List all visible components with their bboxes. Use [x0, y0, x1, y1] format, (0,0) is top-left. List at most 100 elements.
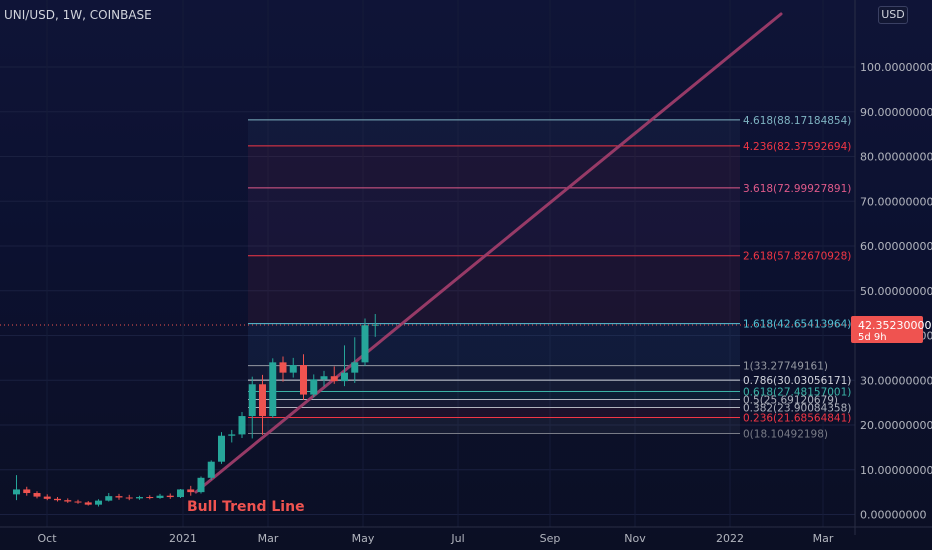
fib-level-label: 1(33.27749161) — [743, 361, 828, 373]
fib-zone — [248, 255, 740, 324]
candle[interactable] — [218, 432, 225, 464]
candle[interactable] — [238, 412, 246, 438]
candle-body — [310, 379, 318, 395]
fib-level-label: 4.618(88.17184854) — [743, 115, 851, 127]
candle-body — [320, 376, 328, 380]
fib-zone — [248, 380, 740, 392]
candle[interactable] — [23, 486, 31, 496]
candle[interactable] — [187, 485, 195, 496]
candle[interactable] — [136, 495, 143, 500]
bull-trend-line[interactable] — [194, 12, 783, 494]
fib-level-label: 0.382(23.90084358) — [743, 403, 851, 415]
candle-body — [248, 384, 256, 417]
candles — [13, 314, 379, 507]
time-tick-label: May — [352, 532, 375, 545]
grid — [0, 0, 855, 527]
time-tick-label: Nov — [624, 532, 646, 545]
candle-body — [23, 489, 31, 494]
candle[interactable] — [95, 499, 102, 507]
fib-level-label: 1.618(42.65413964) — [743, 319, 851, 331]
candle[interactable] — [125, 494, 133, 501]
candle-body — [371, 324, 379, 326]
candle-body — [361, 325, 369, 363]
candle-body — [136, 497, 143, 499]
candle[interactable] — [54, 497, 61, 502]
candle-body — [74, 501, 82, 503]
candle[interactable] — [320, 370, 328, 387]
candle[interactable] — [166, 493, 174, 499]
price-tick-label: 0.00000000 — [860, 509, 926, 522]
candle-body — [54, 498, 61, 501]
fib-zone — [248, 145, 740, 188]
price-tick-label: 50.00000000 — [860, 285, 932, 298]
candle[interactable] — [33, 491, 41, 499]
fib-level-label: 0.618(27.48157001) — [743, 387, 851, 399]
fib-level-label: 0.236(21.68564841) — [743, 412, 851, 424]
candle[interactable] — [361, 318, 369, 366]
candle-body — [43, 496, 51, 499]
candle-body — [146, 497, 154, 499]
candle[interactable] — [115, 493, 123, 500]
fib-zone — [248, 187, 740, 256]
candle[interactable] — [341, 345, 348, 387]
candle-body — [238, 416, 246, 435]
candle-body — [13, 489, 20, 495]
price-tick-label: 90.00000000 — [860, 106, 932, 119]
candle[interactable] — [207, 460, 215, 481]
fib-level-label: 0.5(25.69120679) — [743, 395, 838, 407]
candle[interactable] — [64, 498, 72, 503]
fib-level-label: 2.618(57.82670928) — [743, 251, 851, 263]
candle[interactable] — [330, 366, 338, 384]
candle[interactable] — [310, 374, 318, 398]
candle-body — [187, 489, 195, 493]
candle[interactable] — [13, 475, 20, 501]
candle-body — [125, 497, 133, 499]
time-tick-label: Mar — [258, 532, 279, 545]
candle[interactable] — [371, 314, 379, 337]
candle[interactable] — [300, 354, 307, 400]
fib-zone — [248, 323, 740, 366]
price-tick-label: 80.00000000 — [860, 151, 932, 164]
candle[interactable] — [228, 429, 236, 443]
price-axis: 0.00000000 10.00000000 20.00000000 30.00000… — [854, 0, 932, 535]
candle-body — [228, 434, 236, 436]
candle-body — [300, 365, 307, 395]
fib-zone — [248, 391, 740, 400]
candle[interactable] — [105, 493, 113, 502]
fib-level-label: 4.236(82.37592694) — [743, 141, 851, 153]
bull-trend-line-label[interactable]: Bull Trend Line — [187, 499, 305, 515]
candle[interactable] — [279, 356, 287, 382]
candle[interactable] — [197, 476, 205, 494]
candle[interactable] — [248, 376, 256, 439]
candle[interactable] — [177, 488, 184, 498]
price-tick-label: 20.00000000 — [860, 419, 932, 432]
candle[interactable] — [289, 357, 297, 378]
candle[interactable] — [74, 499, 82, 504]
candle[interactable] — [259, 374, 266, 435]
fib-zone — [248, 417, 740, 434]
candle-body — [33, 493, 41, 497]
candle[interactable] — [156, 493, 164, 499]
fib-level-label: 3.618(72.99927891) — [743, 183, 851, 195]
candle[interactable] — [269, 358, 277, 418]
candle-body — [84, 502, 92, 505]
time-tick-label: 2022 — [716, 532, 744, 545]
candle-body — [166, 495, 174, 498]
time-tick-label: Jul — [450, 532, 464, 545]
candle[interactable] — [146, 495, 154, 500]
time-axis: Oct 2021 Mar May Jul Sep Nov 2022 Mar — [0, 526, 932, 545]
candle[interactable] — [84, 501, 92, 506]
candle[interactable] — [351, 337, 359, 383]
currency-badge[interactable]: USD — [878, 6, 908, 24]
candle-body — [269, 362, 277, 417]
fib-zone — [248, 119, 740, 146]
candle-body — [289, 365, 297, 373]
symbol-title[interactable]: UNI/USD, 1W, COINBASE — [4, 8, 152, 22]
candle-body — [105, 496, 113, 501]
fib-zone — [248, 407, 740, 418]
price-tick-label: 100.00000000 — [860, 61, 932, 74]
candle[interactable] — [43, 494, 51, 501]
candle-body — [341, 372, 348, 382]
